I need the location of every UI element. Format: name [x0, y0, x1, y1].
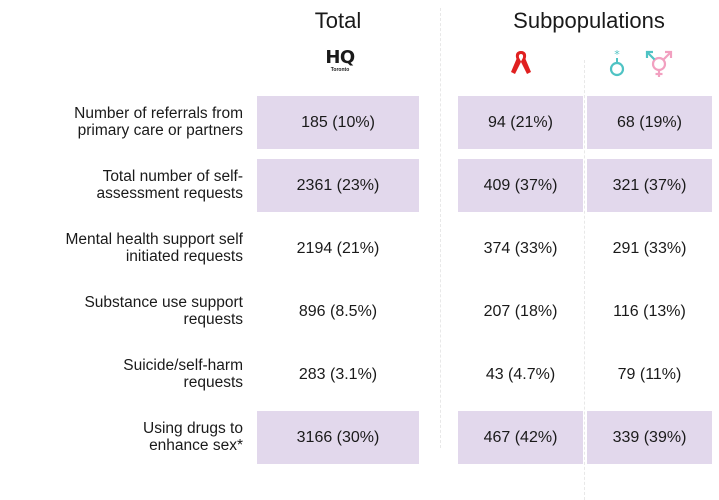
hq-toronto-logo: HQ Toronto	[318, 49, 362, 79]
row-label-line-1: Mental health support self	[65, 231, 244, 248]
total-cell: 896 (8.5%)	[298, 302, 378, 320]
row-label-line-2: assessment requests	[96, 185, 243, 202]
total-cell: 185 (10%)	[257, 96, 419, 149]
subpopulation-1-cell: 467 (42%)	[458, 411, 583, 464]
subpopulation-2-cell: 116 (13%)	[613, 302, 686, 320]
subpopulation-1-cell: 94 (21%)	[458, 96, 583, 149]
subpopulation-1-cell: 207 (18%)	[483, 302, 558, 320]
subpopulation-1-cell: 409 (37%)	[458, 159, 583, 212]
transgender-symbol-icon	[644, 49, 674, 79]
subpopulation-1-cell: 43 (4.7%)	[485, 365, 556, 383]
row-label-line-2: primary care or partners	[77, 122, 243, 139]
row-label: Using drugs to enhance sex*	[0, 420, 243, 454]
row-label: Mental health support self initiated requ…	[0, 231, 244, 265]
row-label-line-2: requests	[183, 374, 243, 391]
header-total: Total	[314, 8, 362, 33]
row-label-line-1: Substance use support	[84, 294, 243, 311]
subpopulation-1-cell: 374 (33%)	[483, 239, 558, 257]
row-label-line-1: Number of referrals from	[74, 105, 243, 122]
total-cell: 283 (3.1%)	[298, 365, 378, 383]
logo-sub-text: Toronto	[330, 67, 350, 73]
subpopulation-2-cell: 68 (19%)	[587, 96, 712, 149]
row-label: Suicide/self-harm requests	[0, 357, 243, 391]
subpopulation-2-cell: 291 (33%)	[612, 239, 687, 257]
subpopulation-2-cell: 339 (39%)	[587, 411, 712, 464]
subpopulation-2-cell: 321 (37%)	[587, 159, 712, 212]
row-label-line-2: enhance sex*	[149, 437, 243, 454]
row-label-line-1: Suicide/self-harm	[123, 357, 243, 374]
row-label-line-1: Total number of self-	[102, 168, 243, 185]
row-label-line-1: Using drugs to	[143, 420, 243, 437]
column-divider	[440, 8, 441, 448]
svg-text:*: *	[614, 49, 620, 61]
row-label-line-2: requests	[183, 311, 243, 328]
total-cell: 2361 (23%)	[257, 159, 419, 212]
row-label-line-2: initiated requests	[125, 248, 243, 265]
trans-male-symbol-icon: *	[606, 48, 628, 79]
column-divider	[584, 60, 585, 500]
row-label: Total number of self-assessment requests	[0, 168, 243, 202]
logo-main-text: HQ	[325, 47, 355, 68]
total-cell: 3166 (30%)	[257, 411, 419, 464]
row-label: Number of referrals from primary care or …	[0, 105, 243, 139]
header-subpopulations: Subpopulations	[513, 8, 665, 33]
subpopulation-2-cell: 79 (11%)	[617, 365, 682, 383]
row-label: Substance use support requests	[0, 294, 243, 328]
red-ribbon-icon	[508, 49, 534, 79]
total-cell: 2194 (21%)	[296, 239, 380, 257]
